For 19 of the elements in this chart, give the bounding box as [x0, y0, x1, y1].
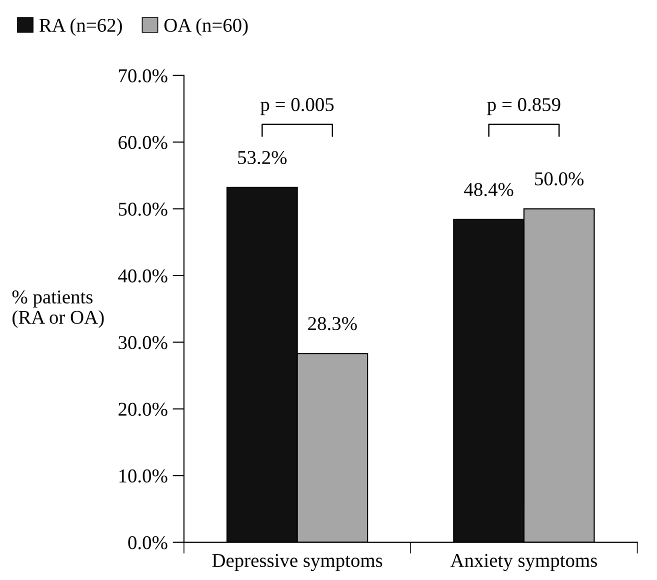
x-tick-label: Depressive symptoms: [212, 554, 382, 572]
y-tick-label: 40.0%: [118, 269, 168, 283]
legend-label: RA (n=62): [39, 18, 122, 36]
x-tick-label: Anxiety symptoms: [450, 554, 597, 572]
data-label: 48.4%: [464, 182, 514, 196]
y-tick-label: 10.0%: [119, 469, 168, 483]
legend-label: OA (n=60): [164, 18, 248, 36]
data-label: 53.2%: [238, 150, 287, 164]
data-label: 28.3%: [308, 317, 357, 330]
annotation: p = 0.859: [487, 98, 560, 116]
data-label: 50.0%: [535, 172, 584, 186]
y-axis-title: % patients (RA or OA): [12, 290, 104, 328]
y-tick-label: 30.0%: [118, 336, 168, 350]
annotation: p = 0.005: [260, 98, 334, 116]
y-tick-label: 70.0%: [119, 69, 168, 82]
y-tick-label: 0.0%: [128, 536, 168, 550]
y-tick-label: 60.0%: [118, 136, 168, 150]
y-tick-label: 20.0%: [118, 402, 168, 416]
y-tick-label: 50.0%: [118, 202, 168, 216]
